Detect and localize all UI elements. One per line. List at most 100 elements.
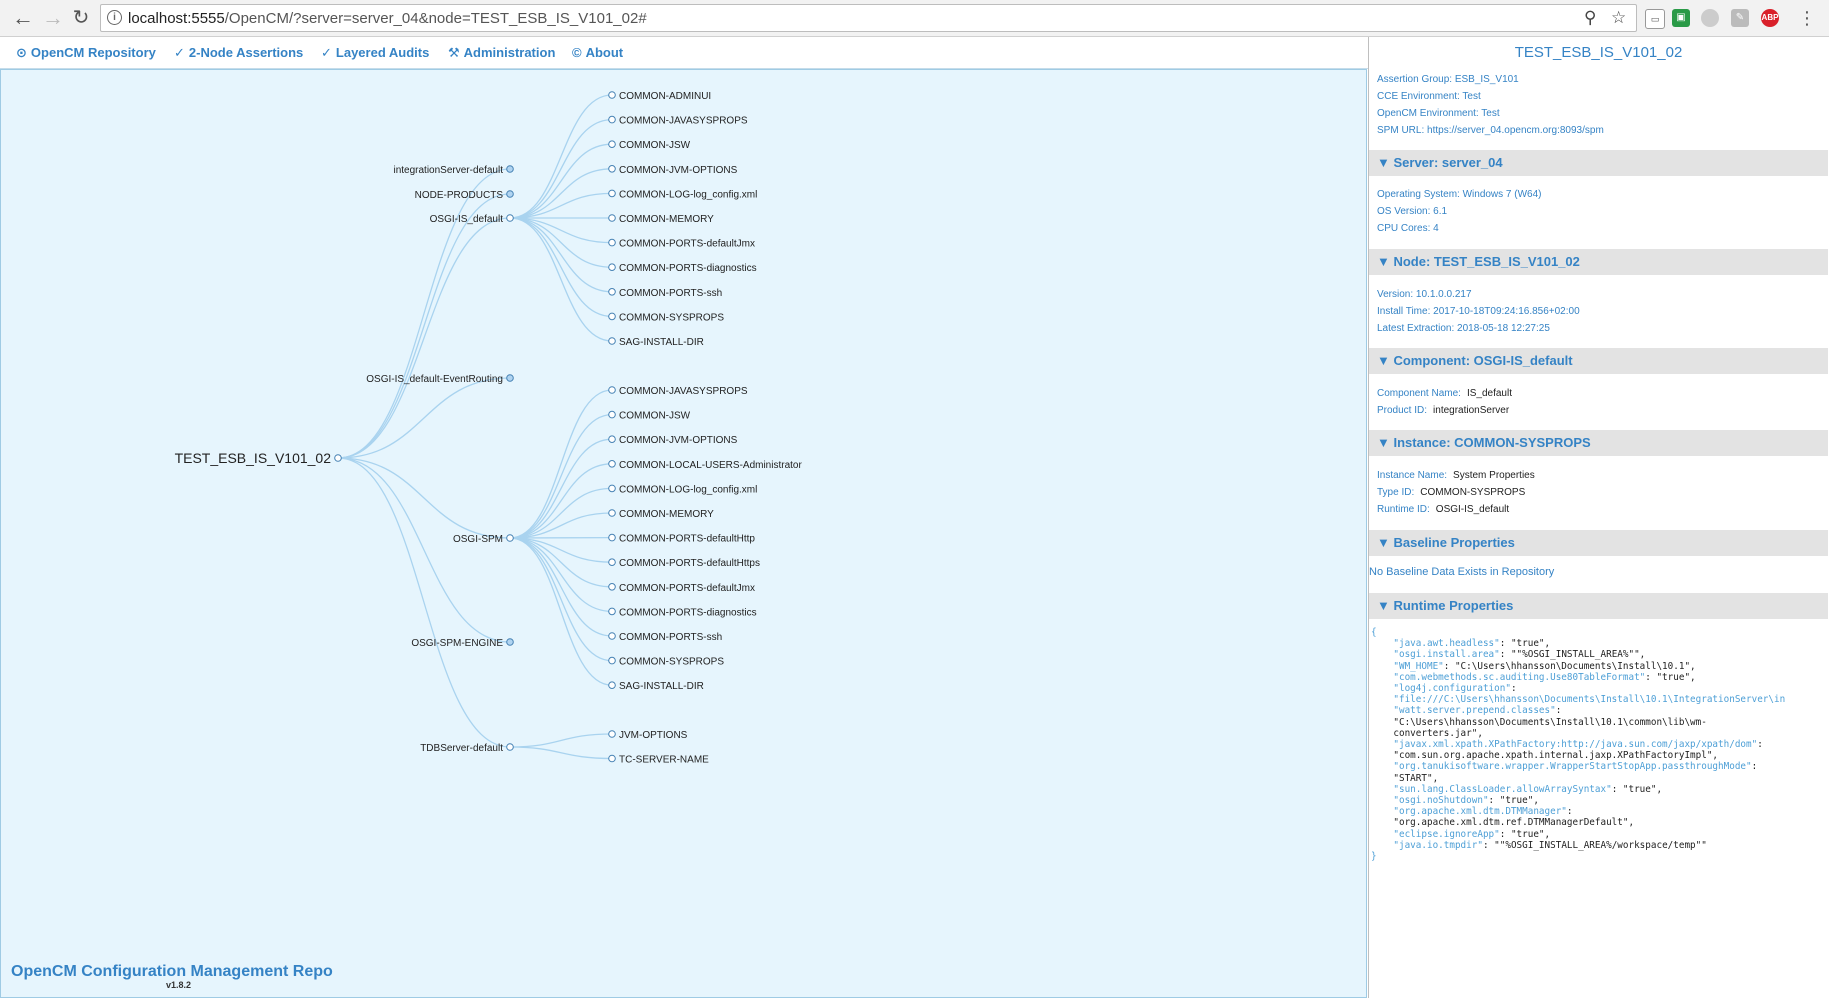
- instance-label[interactable]: COMMON-PORTS-ssh: [619, 288, 722, 299]
- instance-label[interactable]: COMMON-LOCAL-USERS-Administrator: [619, 460, 802, 471]
- root-label[interactable]: TEST_ESB_IS_V101_02: [175, 450, 332, 466]
- extension-green-icon[interactable]: ▣: [1672, 9, 1690, 27]
- instance-node[interactable]: [608, 583, 616, 591]
- component-node[interactable]: [506, 190, 514, 198]
- instance-label[interactable]: COMMON-MEMORY: [619, 214, 714, 225]
- instance-node[interactable]: [608, 730, 616, 738]
- instance-node[interactable]: [608, 533, 616, 542]
- instance-label[interactable]: COMMON-PORTS-defaultJmx: [619, 583, 755, 594]
- instance-node[interactable]: [608, 263, 616, 271]
- browser-menu-icon[interactable]: ⋮: [1798, 8, 1816, 28]
- component-label[interactable]: OSGI-IS_default-EventRouting: [366, 374, 503, 385]
- instance-label[interactable]: COMMON-PORTS-diagnostics: [619, 607, 757, 618]
- instance-node[interactable]: [608, 435, 616, 444]
- instance-label[interactable]: COMMON-JVM-OPTIONS: [619, 165, 738, 176]
- json-text: [1371, 829, 1393, 840]
- component-node[interactable]: [506, 638, 514, 646]
- json-text: :: [1510, 683, 1517, 695]
- node-section-header[interactable]: ▼ Node: TEST_ESB_IS_V101_02: [1369, 249, 1828, 275]
- instance-node[interactable]: [608, 509, 616, 517]
- instance-label[interactable]: COMMON-JSW: [619, 140, 691, 151]
- instance-label[interactable]: COMMON-JAVASYSPROPS: [619, 386, 748, 397]
- component-node[interactable]: [506, 165, 514, 173]
- instance-node[interactable]: [608, 312, 616, 321]
- component-label[interactable]: integrationServer-default: [393, 165, 503, 176]
- instance-node[interactable]: [608, 288, 616, 296]
- instance-label[interactable]: SAG-INSTALL-DIR: [619, 681, 704, 692]
- component-node[interactable]: [506, 534, 514, 542]
- footer-title: OpenCM Configuration Management Repo: [11, 963, 333, 980]
- bookmark-star-icon[interactable]: ☆: [1611, 8, 1627, 27]
- instance-node[interactable]: [608, 189, 616, 198]
- component-section-header[interactable]: ▼ Component: OSGI-IS_default: [1369, 348, 1828, 374]
- server-section-header[interactable]: ▼ Server: server_04: [1369, 150, 1828, 176]
- instance-node[interactable]: [608, 460, 616, 468]
- instance-node[interactable]: [608, 607, 616, 616]
- nav-opencm-repository[interactable]: ⊙ OpenCM Repository: [16, 45, 156, 61]
- tree-link: [509, 217, 613, 318]
- component-label[interactable]: OSGI-SPM: [453, 534, 503, 545]
- nav-administration[interactable]: ⚒ Administration: [448, 45, 555, 61]
- extension-grey-circle-icon[interactable]: [1701, 9, 1719, 27]
- component-label[interactable]: TDBServer-default: [420, 743, 503, 754]
- instance-node[interactable]: [608, 681, 616, 690]
- instance-section-header[interactable]: ▼ Instance: COMMON-SYSPROPS: [1369, 430, 1828, 456]
- instance-label[interactable]: COMMON-SYSPROPS: [619, 312, 724, 323]
- root-node[interactable]: [334, 454, 342, 462]
- instance-label[interactable]: COMMON-PORTS-ssh: [619, 632, 722, 643]
- instance-label[interactable]: COMMON-PORTS-defaultHttps: [619, 558, 760, 569]
- instance-label[interactable]: COMMON-ADMINUI: [619, 91, 711, 102]
- instance-node[interactable]: [608, 238, 616, 247]
- instance-node[interactable]: [608, 214, 616, 222]
- browser-toolbar: ← → ↻ i localhost:5555/OpenCM/?server=se…: [0, 0, 1829, 37]
- instance-label[interactable]: JVM-OPTIONS: [619, 730, 688, 741]
- component-name: Component Name: IS_default: [1377, 388, 1512, 399]
- instance-label[interactable]: COMMON-SYSPROPS: [619, 657, 724, 668]
- instance-node[interactable]: [608, 484, 616, 493]
- back-arrow-icon[interactable]: ←: [12, 5, 34, 30]
- instance-node[interactable]: [608, 91, 616, 99]
- instance-node[interactable]: [608, 386, 616, 394]
- instance-label[interactable]: COMMON-JSW: [619, 411, 691, 422]
- instance-node[interactable]: [608, 558, 616, 567]
- extension-grey-icon[interactable]: ✎: [1731, 9, 1749, 27]
- tree-link: [509, 94, 613, 219]
- instance-node[interactable]: [608, 115, 616, 124]
- instance-label[interactable]: COMMON-JAVASYSPROPS: [619, 116, 748, 127]
- address-bar[interactable]: i localhost:5555/OpenCM/?server=server_0…: [100, 4, 1637, 32]
- instance-node[interactable]: [608, 410, 616, 419]
- instance-label[interactable]: COMMON-LOG-log_config.xml: [619, 189, 757, 200]
- baseline-section-header[interactable]: ▼ Baseline Properties: [1369, 530, 1828, 556]
- info-icon[interactable]: i: [107, 10, 122, 25]
- reload-icon[interactable]: ↻: [72, 7, 90, 29]
- instance-label[interactable]: COMMON-JVM-OPTIONS: [619, 435, 738, 446]
- instance-node[interactable]: [608, 632, 616, 640]
- component-node[interactable]: [506, 374, 514, 382]
- component-label[interactable]: OSGI-SPM-ENGINE: [411, 638, 503, 649]
- nav-2-node-assertions[interactable]: ✓ 2-Node Assertions: [174, 45, 303, 61]
- instance-label[interactable]: COMMON-PORTS-defaultHttp: [619, 534, 755, 545]
- nav-layered-audits[interactable]: ✓ Layered Audits: [321, 45, 429, 61]
- forward-arrow-icon[interactable]: →: [42, 5, 64, 30]
- adblock-icon[interactable]: ABP: [1761, 9, 1779, 27]
- instance-node[interactable]: [608, 165, 616, 173]
- cast-icon[interactable]: ▭: [1645, 9, 1665, 29]
- instance-node[interactable]: [608, 656, 616, 665]
- runtime-section-header[interactable]: ▼ Runtime Properties: [1369, 593, 1828, 619]
- instance-label[interactable]: COMMON-LOG-log_config.xml: [619, 484, 757, 495]
- instance-label[interactable]: COMMON-PORTS-defaultJmx: [619, 239, 755, 250]
- node-tree-panel: integrationServer-default NODE-PRODUCTS CO…: [0, 69, 1367, 998]
- nav-about[interactable]: © About: [572, 45, 623, 60]
- instance-node[interactable]: [608, 754, 616, 763]
- instance-node[interactable]: [608, 337, 616, 345]
- component-label[interactable]: OSGI-IS_default: [430, 214, 504, 225]
- instance-node[interactable]: [608, 140, 616, 148]
- zoom-icon[interactable]: ⚲: [1584, 8, 1597, 27]
- instance-label[interactable]: COMMON-PORTS-diagnostics: [619, 263, 757, 274]
- instance-label[interactable]: COMMON-MEMORY: [619, 509, 714, 520]
- component-node[interactable]: [506, 214, 514, 222]
- instance-label[interactable]: TC-SERVER-NAME: [619, 755, 709, 766]
- component-node[interactable]: [506, 743, 514, 751]
- component-label[interactable]: NODE-PRODUCTS: [415, 190, 504, 201]
- instance-label[interactable]: SAG-INSTALL-DIR: [619, 337, 704, 348]
